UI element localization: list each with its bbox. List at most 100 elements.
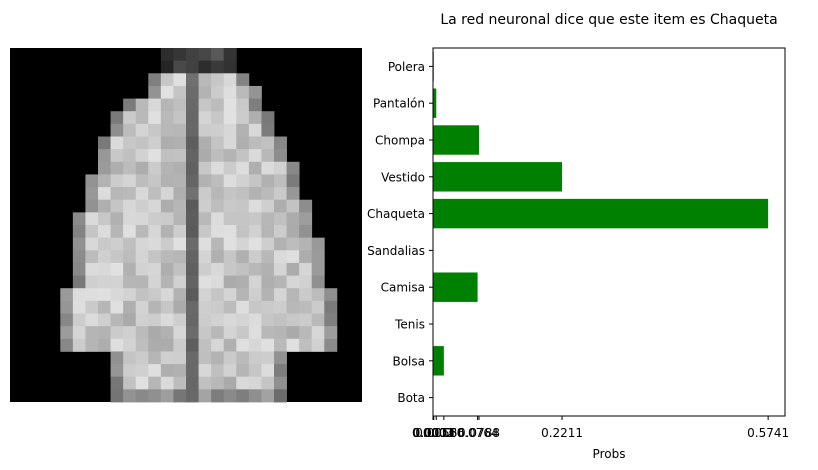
image-pixel [311,262,325,276]
image-pixel [148,364,162,378]
y-tick-label: Bota [397,391,425,405]
image-pixel [98,250,111,264]
image-pixel [274,161,287,175]
image-pixel [148,136,162,150]
image-pixel [223,199,237,213]
image-pixel [160,250,174,264]
image-pixel [274,225,287,239]
image-pixel [186,187,199,201]
image-pixel [198,262,212,276]
image-pixel [274,275,287,289]
image-pixel [274,187,287,201]
image-pixel [223,288,237,302]
image-pixel [286,187,300,201]
image-pixel [110,338,124,352]
image-pixel [110,275,124,289]
image-pixel [299,326,313,340]
image-pixel [85,326,99,340]
image-pixel [135,275,149,289]
image-pixel [135,98,149,112]
image-pixel [173,300,187,314]
image-pixel [110,250,124,264]
image-pixel [324,313,338,327]
image-pixel [211,250,225,264]
bar [433,272,478,302]
bar-chart: La red neuronal dice que este item es Ch… [367,12,789,461]
image-pixel [236,149,250,163]
image-pixel [186,225,199,239]
image-pixel [60,300,74,314]
image-pixel [211,313,225,327]
image-pixel [186,161,199,175]
image-pixel [223,98,237,112]
image-pixel [324,300,338,314]
image-pixel [211,199,225,213]
image-pixel [299,313,313,327]
image-pixel [135,351,149,365]
image-pixel [148,275,162,289]
image-pixel [211,48,225,62]
image-pixel [135,288,149,302]
image-pixel [186,73,199,87]
image-pixel [198,225,212,239]
image-pixel [236,300,250,314]
image-pixel [211,85,225,99]
image-pixel [160,326,174,340]
image-pixel [324,288,338,302]
image-pixel [274,212,287,226]
image-pixel [148,313,162,327]
image-pixel [248,85,262,99]
image-pixel [148,389,162,403]
image-pixel [261,199,275,213]
image-pixel [211,326,225,340]
image-pixel [223,275,237,289]
x-tick-label: 0.0186 [423,426,465,440]
image-pixel [211,300,225,314]
image-pixel [72,237,86,251]
image-pixel [223,212,237,226]
image-pixel [110,174,124,188]
image-pixel [299,237,313,251]
image-pixel [110,288,124,302]
image-pixel [173,111,187,125]
image-pixel [198,199,212,213]
bar [433,198,769,229]
image-pixel [223,338,237,352]
image-pixel [148,338,162,352]
image-pixel [248,326,262,340]
image-pixel [186,48,199,62]
image-pixel [261,326,275,340]
image-pixel [311,237,325,251]
image-pixel [85,338,99,352]
image-pixel [173,237,187,251]
image-pixel [60,313,74,327]
image-pixel [98,237,111,251]
image-pixel [299,275,313,289]
image-pixel [148,262,162,276]
image-pixel [286,174,300,188]
image-pixel [160,199,174,213]
image-pixel [123,300,137,314]
image-pixel [223,225,237,239]
image-pixel [198,250,212,264]
image-pixel [299,288,313,302]
image-pixel [223,389,237,403]
image-pixel [160,262,174,276]
image-pixel [98,225,111,239]
image-pixel [98,313,111,327]
image-pixel [274,338,287,352]
x-tick-label: 0.5741 [747,426,789,440]
image-pixel [160,313,174,327]
image-pixel [186,250,199,264]
image-pixel [85,275,99,289]
image-pixel [299,212,313,226]
image-pixel [135,123,149,137]
image-pixel [248,149,262,163]
image-pixel [274,351,287,365]
image-pixel [211,275,225,289]
image-pixel [173,225,187,239]
image-pixel [211,136,225,150]
image-pixel [186,123,199,137]
image-pixel [110,262,124,276]
